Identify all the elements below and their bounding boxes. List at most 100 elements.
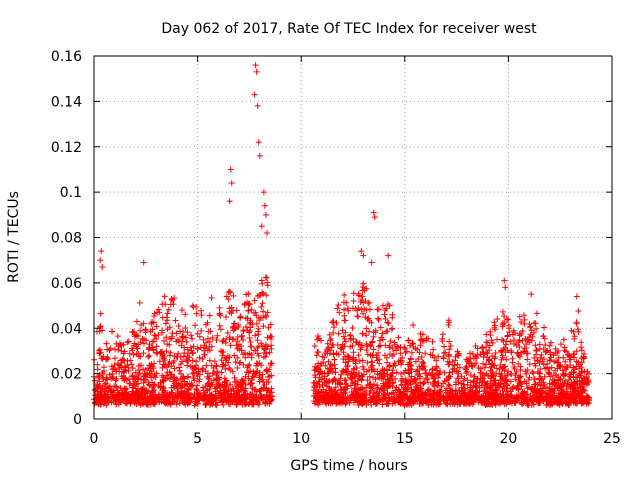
data-point — [449, 394, 456, 401]
data-point — [259, 280, 266, 287]
data-point — [321, 379, 328, 386]
data-point — [176, 367, 183, 374]
data-point — [217, 383, 224, 390]
data-point — [409, 339, 416, 346]
data-point — [369, 359, 376, 366]
data-point — [180, 393, 187, 400]
data-point — [532, 351, 539, 358]
data-point — [481, 387, 488, 394]
data-point — [237, 313, 244, 320]
data-point — [140, 366, 147, 373]
data-point — [372, 329, 379, 336]
data-point — [476, 388, 483, 395]
data-point — [374, 306, 381, 313]
data-point — [532, 386, 539, 393]
data-point — [216, 304, 223, 311]
data-point — [227, 366, 234, 373]
data-point — [311, 342, 318, 349]
data-point — [140, 259, 147, 266]
data-point — [460, 381, 467, 388]
data-point — [140, 400, 147, 407]
data-point — [503, 385, 510, 392]
data-point — [234, 364, 241, 371]
data-point — [181, 382, 188, 389]
data-point — [576, 365, 583, 372]
data-point — [122, 367, 129, 374]
data-point — [159, 301, 166, 308]
data-point — [378, 396, 385, 403]
data-point — [94, 380, 101, 387]
data-point — [466, 390, 473, 397]
data-point — [191, 377, 198, 384]
data-point — [444, 401, 451, 408]
data-point — [96, 350, 103, 357]
data-point — [498, 370, 505, 377]
data-point — [554, 350, 561, 357]
data-point — [526, 361, 533, 368]
data-point — [137, 391, 144, 398]
data-point — [536, 370, 543, 377]
data-point — [201, 351, 208, 358]
data-point — [467, 386, 474, 393]
data-point — [209, 334, 216, 341]
x-tick-label: 20 — [499, 431, 517, 447]
data-point — [406, 342, 413, 349]
data-point — [493, 370, 500, 377]
data-point — [417, 392, 424, 399]
data-point — [159, 329, 166, 336]
data-point — [234, 337, 241, 344]
data-point — [481, 364, 488, 371]
data-point — [102, 356, 109, 363]
y-tick-label: 0.16 — [51, 49, 82, 65]
data-point — [201, 393, 208, 400]
data-point — [318, 395, 325, 402]
data-point — [171, 353, 178, 360]
data-point — [370, 394, 377, 401]
data-point — [584, 376, 591, 383]
data-point — [204, 335, 211, 342]
data-point — [484, 350, 491, 357]
data-point — [430, 375, 437, 382]
data-point — [481, 400, 488, 407]
data-point — [233, 401, 240, 408]
data-point — [352, 378, 359, 385]
y-axis-label: ROTI / TECUs — [6, 191, 22, 283]
data-point — [111, 383, 118, 390]
data-point — [179, 358, 186, 365]
data-point — [581, 380, 588, 387]
data-point — [101, 368, 108, 375]
data-point — [488, 372, 495, 379]
data-point — [240, 379, 247, 386]
data-point — [530, 370, 537, 377]
data-point — [513, 394, 520, 401]
y-tick-label: 0.12 — [51, 140, 82, 156]
data-point — [198, 307, 205, 314]
data-point — [115, 346, 122, 353]
y-tick-label: 0.06 — [51, 276, 82, 292]
data-point — [489, 339, 496, 346]
data-point — [536, 399, 543, 406]
data-point — [517, 393, 524, 400]
data-point — [347, 335, 354, 342]
data-point — [135, 350, 142, 357]
data-point — [340, 349, 347, 356]
data-point — [405, 337, 412, 344]
data-point — [188, 332, 195, 339]
data-point — [435, 399, 442, 406]
data-point — [554, 359, 561, 366]
data-point — [508, 370, 515, 377]
data-point — [188, 335, 195, 342]
data-point — [416, 400, 423, 407]
data-point — [474, 345, 481, 352]
data-point — [126, 350, 133, 357]
data-point — [207, 400, 214, 407]
data-point — [247, 343, 254, 350]
data-point — [167, 401, 174, 408]
data-point — [547, 373, 554, 380]
data-point — [321, 392, 328, 399]
data-point — [146, 344, 153, 351]
data-point — [254, 337, 261, 344]
data-point — [365, 315, 372, 322]
data-point — [491, 326, 498, 333]
data-point — [493, 387, 500, 394]
